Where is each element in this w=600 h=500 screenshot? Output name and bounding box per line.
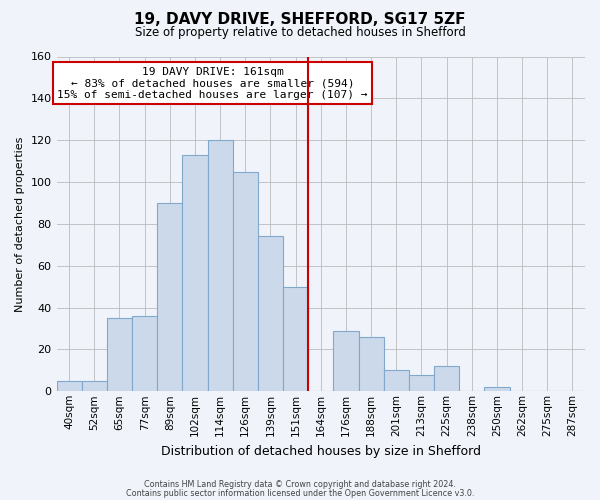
Bar [258,236,283,392]
Bar [434,366,459,392]
Text: 19 DAVY DRIVE: 161sqm
← 83% of detached houses are smaller (594)
15% of semi-det: 19 DAVY DRIVE: 161sqm ← 83% of detached … [57,66,368,100]
Bar [182,155,208,392]
Text: 19, DAVY DRIVE, SHEFFORD, SG17 5ZF: 19, DAVY DRIVE, SHEFFORD, SG17 5ZF [134,12,466,28]
Text: Contains public sector information licensed under the Open Government Licence v3: Contains public sector information licen… [126,488,474,498]
Bar [409,374,434,392]
Bar [359,337,383,392]
Y-axis label: Number of detached properties: Number of detached properties [15,136,25,312]
Text: Size of property relative to detached houses in Shefford: Size of property relative to detached ho… [134,26,466,39]
Bar [132,316,157,392]
Bar [283,286,308,392]
Bar [484,387,509,392]
Text: Contains HM Land Registry data © Crown copyright and database right 2024.: Contains HM Land Registry data © Crown c… [144,480,456,489]
Bar [383,370,409,392]
Bar [107,318,132,392]
Bar [56,381,82,392]
Bar [233,172,258,392]
Bar [208,140,233,392]
Bar [157,203,182,392]
Bar [334,330,359,392]
X-axis label: Distribution of detached houses by size in Shefford: Distribution of detached houses by size … [161,444,481,458]
Bar [82,381,107,392]
